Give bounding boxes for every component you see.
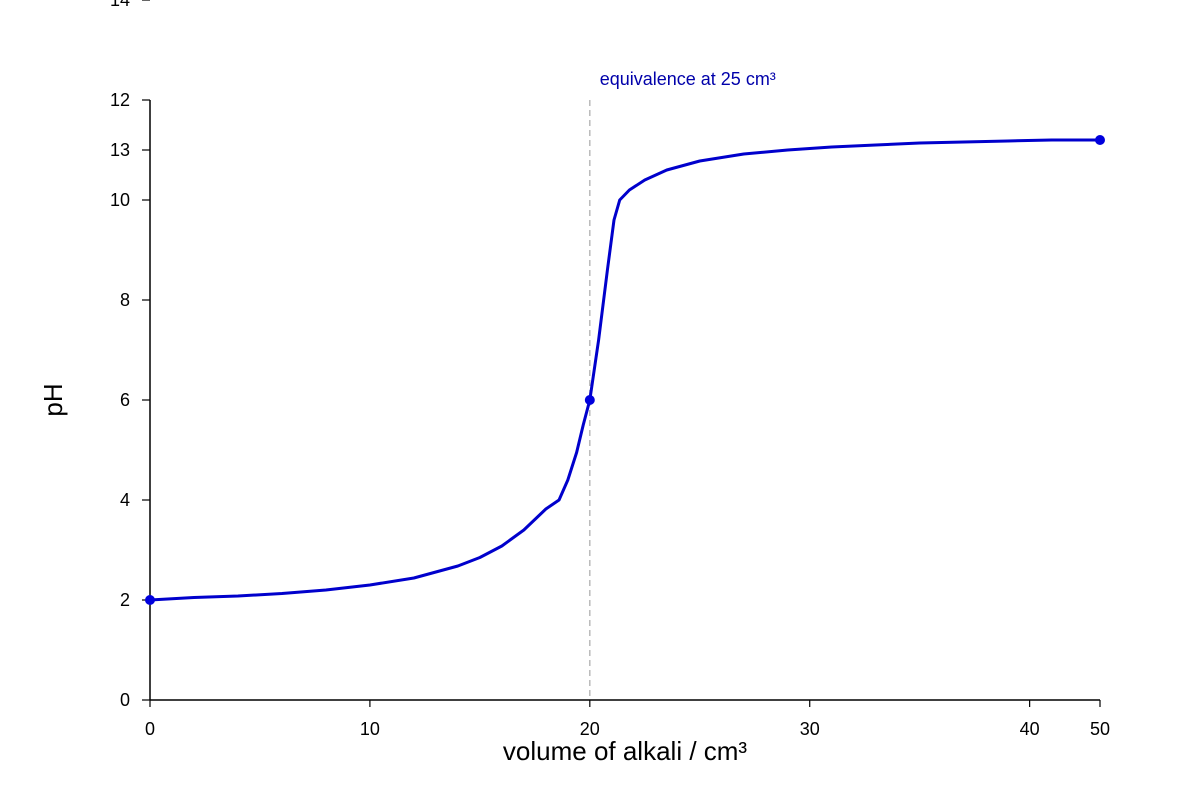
y-axis-title: pH [38,383,68,416]
x-tick-label: 20 [580,719,600,739]
x-tick-label: 40 [1020,719,1040,739]
x-tick-label: 50 [1090,719,1110,739]
data-point [1095,135,1105,145]
y-tick-label: 14 [110,0,130,10]
y-tick-label: 0 [120,690,130,710]
equivalence-annotation: equivalence at 25 cm³ [600,69,776,89]
y-tick-label: 6 [120,390,130,410]
x-axis-title: volume of alkali / cm³ [503,736,748,766]
y-tick-label: 2 [120,590,130,610]
plot-area: 0 10 20 30 40 50 0 2 4 6 8 10 13 12 14 equivalence at 2… [110,0,1110,739]
x-tick-label: 0 [145,719,155,739]
y-tick-label: 12 [110,90,130,110]
x-tick-label: 30 [800,719,820,739]
y-tick-label: 10 [110,190,130,210]
data-point [584,395,595,405]
series-line [148,138,1102,602]
y-tick-label: 13 [110,140,130,160]
y-tick-label: 8 [120,290,130,310]
y-tick-label: 4 [120,490,130,510]
x-tick-label: 10 [360,719,380,739]
data-point [145,595,155,605]
